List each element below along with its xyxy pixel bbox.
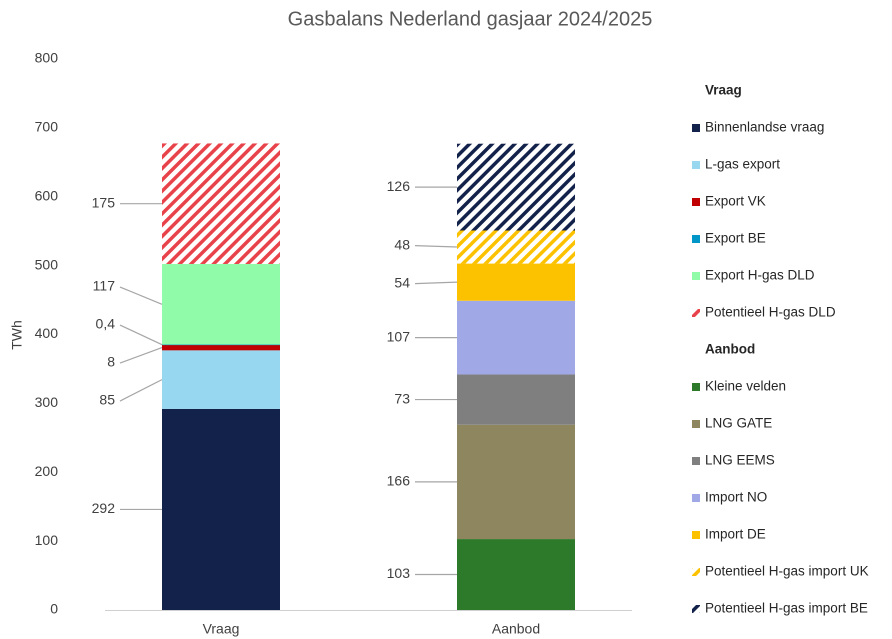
legend-swatch [692, 198, 700, 206]
bar-segment [162, 408, 280, 610]
legend-swatch [692, 531, 700, 539]
leader-line [414, 281, 458, 285]
legend-swatch [692, 420, 700, 428]
legend-label: LNG EEMS [705, 453, 775, 468]
legend-group-title: Aanbod [705, 342, 755, 357]
legend-label: Binnenlandse vraag [705, 120, 824, 135]
legend-swatch [692, 124, 700, 132]
leader-line [119, 286, 163, 305]
y-tick-label: 400 [35, 325, 59, 341]
x-tick-label: Vraag [203, 621, 240, 637]
legend-label: Export BE [705, 231, 766, 246]
data-label: 103 [387, 565, 411, 581]
y-tick-label: 600 [35, 187, 59, 203]
legend-swatch [692, 457, 700, 465]
bar-segment [162, 344, 280, 351]
legend-label: Kleine velden [705, 379, 786, 394]
legend-swatch [692, 309, 700, 317]
bar-segment [457, 424, 575, 540]
legend-swatch [692, 272, 700, 280]
legend-label: Export VK [705, 194, 766, 209]
data-label: 54 [394, 274, 410, 290]
legend-swatch [692, 494, 700, 502]
data-label: 166 [387, 473, 411, 489]
data-label: 126 [387, 178, 411, 194]
legend-label: Potentieel H-gas import BE [705, 601, 868, 616]
y-tick-label: 200 [35, 463, 59, 479]
x-tick-label: Aanbod [492, 621, 540, 637]
legend-label: Export H-gas DLD [705, 268, 815, 283]
data-label: 0,4 [96, 316, 116, 332]
leader-line [119, 347, 163, 364]
y-tick-label: 100 [35, 532, 59, 548]
legend-label: Potentieel H-gas import UK [705, 564, 869, 579]
legend-swatch [692, 161, 700, 169]
legend-label: Import DE [705, 527, 766, 542]
data-label: 107 [387, 328, 411, 344]
legend-label: L-gas export [705, 157, 780, 172]
y-axis-label: TWh [9, 320, 25, 350]
y-tick-label: 700 [35, 119, 59, 135]
bar-segment [457, 374, 575, 425]
data-label: 48 [394, 236, 410, 252]
bar-segment [457, 539, 575, 610]
legend-swatch [692, 605, 700, 613]
y-tick-label: 500 [35, 256, 59, 272]
bar-segment [457, 263, 575, 301]
leader-line [119, 379, 163, 402]
chart-title: Gasbalans Nederland gasjaar 2024/2025 [288, 8, 653, 30]
legend-swatch [692, 383, 700, 391]
legend-label: Import NO [705, 490, 767, 505]
bar-segment [162, 350, 280, 409]
y-tick-label: 0 [50, 601, 58, 617]
leader-line [119, 324, 163, 346]
bar-segment [457, 143, 575, 231]
legend-swatch [692, 568, 700, 576]
data-label: 292 [92, 500, 116, 516]
data-label: 85 [99, 392, 115, 408]
data-label: 175 [92, 194, 116, 210]
y-tick-label: 300 [35, 394, 59, 410]
legend-swatch [692, 235, 700, 243]
legend-group-title: Vraag [705, 83, 742, 98]
legend-label: Potentieel H-gas DLD [705, 305, 836, 320]
bar-segment [162, 263, 280, 345]
y-tick-label: 800 [35, 50, 59, 66]
bar-segment [162, 344, 280, 346]
leader-line [414, 244, 458, 248]
bar-segment [457, 300, 575, 375]
data-label: 117 [93, 278, 116, 294]
bar-segment [457, 230, 575, 264]
data-label: 73 [394, 390, 410, 406]
data-label: 8 [107, 354, 115, 370]
legend-label: LNG GATE [705, 416, 772, 431]
bar-segment [162, 143, 280, 264]
